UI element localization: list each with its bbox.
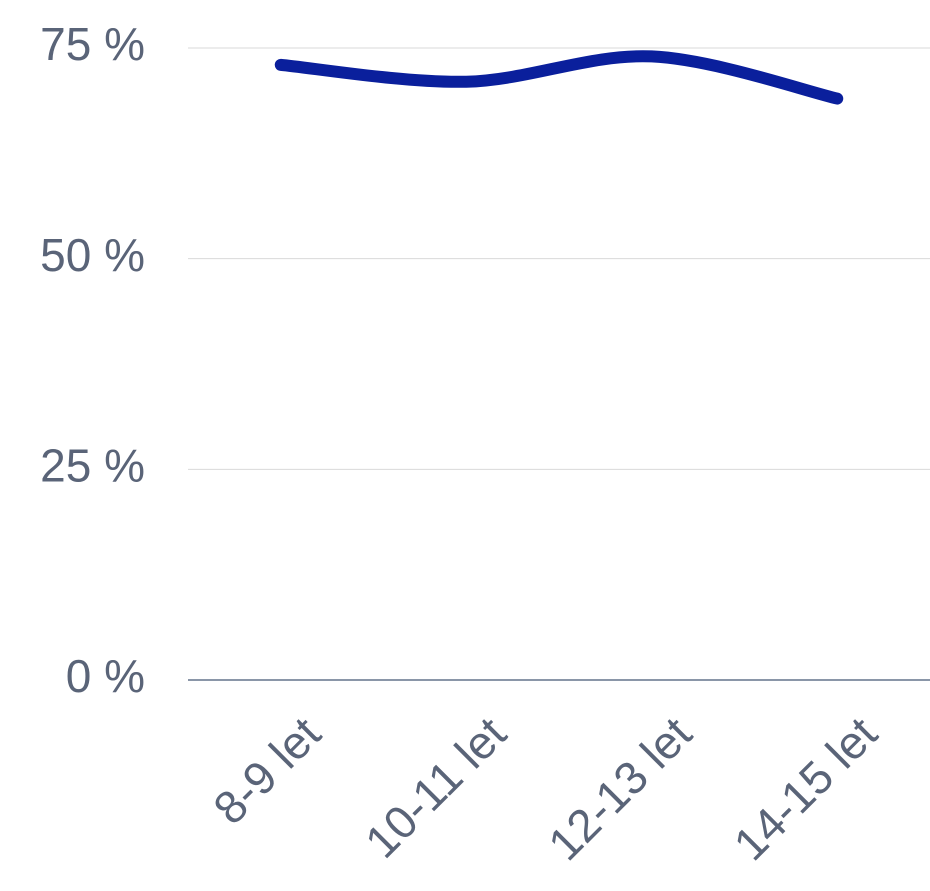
x-tick-label: 14-15 let [724,707,888,871]
y-tick-label: 50 % [40,229,145,281]
x-tick-label: 12-13 let [538,707,702,871]
x-tick-label: 8-9 let [203,707,330,834]
y-tick-label: 0 % [66,650,145,702]
x-tick-label: 10-11 let [355,707,516,868]
y-tick-label: 75 % [40,18,145,70]
y-tick-label: 25 % [40,439,145,491]
line [274,50,844,105]
